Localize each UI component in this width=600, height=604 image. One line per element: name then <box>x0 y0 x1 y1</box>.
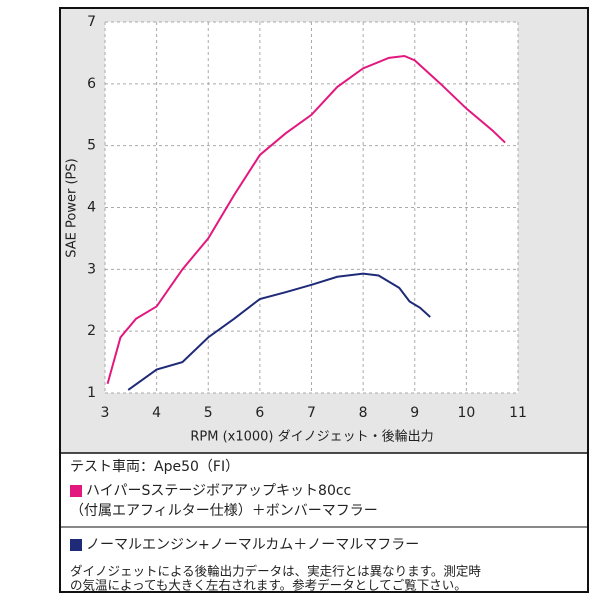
legend-text: テスト車両：Ape50（FI） <box>70 458 239 475</box>
x-tick-label: 6 <box>255 405 264 421</box>
frame <box>59 7 589 593</box>
y-tick-label: 7 <box>87 14 96 30</box>
legend-label: ノーマルエンジン+ノーマルカム＋ノーマルマフラー <box>86 537 419 553</box>
y-axis-label: SAE Power (PS) <box>65 158 80 257</box>
y-tick-label: 6 <box>87 76 96 92</box>
x-tick-label: 7 <box>307 405 316 421</box>
y-tick-label: 4 <box>87 200 96 216</box>
y-tick-label: 5 <box>87 138 96 154</box>
x-tick-label: 8 <box>359 405 368 421</box>
x-tick-label: 10 <box>457 405 475 421</box>
x-tick-label: 11 <box>509 405 527 421</box>
x-tick-label: 4 <box>152 405 161 421</box>
x-axis-label: RPM (x1000) ダイノジェット・後輪出力 <box>190 429 433 445</box>
legend-swatch <box>70 539 82 551</box>
y-tick-label: 2 <box>87 323 96 339</box>
note: の気温によっても大きく左右されます。参考データとしてご覧下さい。 <box>70 578 467 593</box>
x-tick-label: 3 <box>101 405 110 421</box>
y-tick-label: 3 <box>87 261 96 277</box>
y-tick-label: 1 <box>87 385 96 401</box>
series-line <box>106 54 506 384</box>
x-tick-label: 9 <box>410 405 419 421</box>
legend-swatch <box>70 485 82 497</box>
legend-label: （付属エアフィルター仕様）＋ボンバーマフラー <box>70 503 378 519</box>
x-tick-label: 5 <box>204 405 213 421</box>
note: ダイノジェットによる後輪出力データは、実走行とは異なります。測定時 <box>70 564 481 579</box>
legend-label: ハイパーSステージボアアップキット80cc <box>86 483 351 499</box>
series-line <box>127 272 431 391</box>
